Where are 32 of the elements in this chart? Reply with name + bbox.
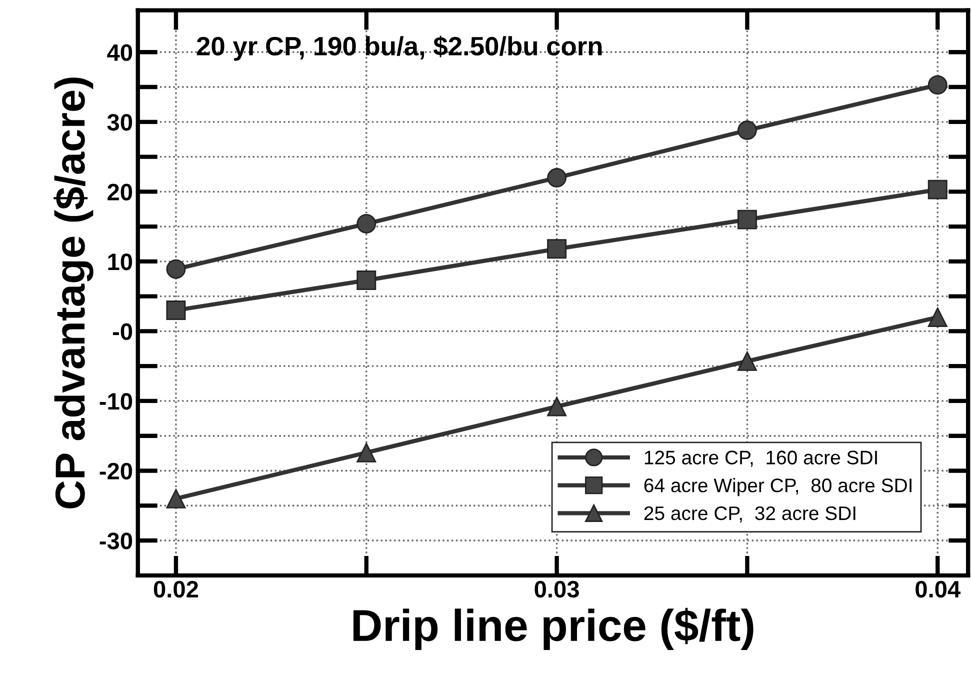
y-tick-label: 40 (107, 44, 132, 61)
point (928, 75, 948, 95)
point (737, 351, 757, 371)
y-tick-label: 30 (107, 114, 132, 131)
point (547, 396, 567, 416)
y-tick-label: -0 (112, 323, 132, 340)
legend-label: 125 acre CP, 160 acre SDI (644, 450, 877, 467)
text: 20 yr CP, 190 bu/a, $2.50/bu corn (196, 36, 602, 61)
point (166, 488, 186, 508)
y-tick-label: -20 (100, 462, 132, 480)
x-tick-label: 0.03 (534, 580, 579, 598)
point (737, 210, 757, 230)
y-tick-label: 10 (108, 254, 132, 270)
point (547, 239, 567, 259)
point (166, 300, 186, 320)
point (356, 270, 376, 290)
point (928, 308, 948, 327)
y-axis-title: CP advantage ($/acre) (54, 78, 94, 508)
x-axis-title: Drip line price ($/ft) (353, 608, 754, 650)
point (166, 259, 186, 279)
x-tick-label: 0.04 (916, 580, 960, 598)
point (356, 442, 376, 462)
legend-label: 25 acre CP, 32 acre SDI (644, 506, 856, 522)
legend-label: 64 acre Wiper CP, 80 acre SDI (644, 478, 912, 496)
point (737, 120, 757, 140)
point (928, 180, 948, 200)
y-tick-label: 20 (108, 184, 132, 200)
point (356, 214, 376, 234)
y-tick-label: -30 (100, 532, 132, 550)
point (547, 168, 567, 188)
y-tick-label: -10 (100, 393, 132, 410)
x-tick-label: 0.02 (154, 580, 198, 598)
